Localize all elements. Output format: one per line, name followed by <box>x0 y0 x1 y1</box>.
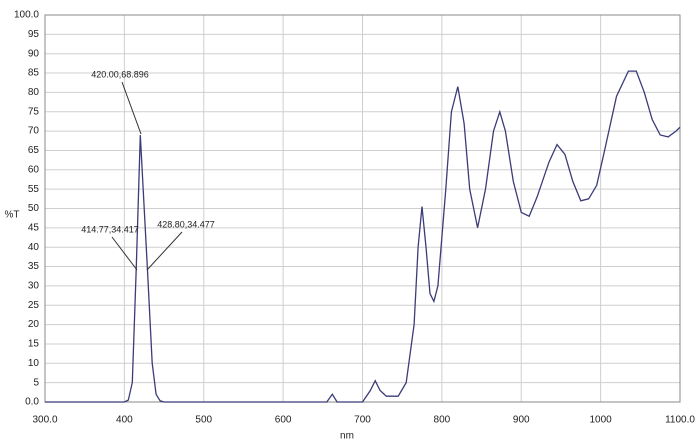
y-tick-label: 95 <box>28 29 40 40</box>
y-tick-label: 5 <box>33 377 39 388</box>
y-tick-label: 60 <box>28 164 40 175</box>
annotation: 414.77,34.417 <box>81 224 139 234</box>
y-tick-label: 65 <box>28 145 40 156</box>
annotation-leader <box>121 81 142 135</box>
y-tick-label: 20 <box>28 319 40 330</box>
y-tick-label: 55 <box>28 184 40 195</box>
annotation: 420.00,68.896 <box>91 69 149 79</box>
x-tick-label: 900 <box>513 415 530 426</box>
x-axis-label: nm <box>340 431 354 442</box>
y-tick-label: 50 <box>28 203 40 214</box>
spectrum-line <box>45 70 681 403</box>
y-tick-label: 10 <box>28 358 40 369</box>
y-tick-label: 75 <box>28 106 40 117</box>
y-axis-label: %T <box>5 210 20 221</box>
y-tick-label: 100.0 <box>14 10 39 21</box>
annotation-leader <box>146 231 183 271</box>
y-tick-label: 15 <box>28 339 40 350</box>
x-tick-label: 300.0 <box>32 415 57 426</box>
annotation-leader <box>111 236 138 271</box>
y-tick-label: 45 <box>28 222 40 233</box>
annotation: 428.80,34.477 <box>157 219 215 229</box>
x-tick-label: 1000 <box>590 415 613 426</box>
y-tick-label: 85 <box>28 68 40 79</box>
x-tick-label: 800 <box>434 415 451 426</box>
y-tick-label: 0.0 <box>25 397 39 408</box>
y-tick-label: 30 <box>28 281 40 292</box>
x-tick-label: 700 <box>354 415 371 426</box>
y-tick-label: 25 <box>28 300 40 311</box>
y-tick-label: 70 <box>28 126 40 137</box>
y-tick-label: 35 <box>28 261 40 272</box>
y-tick-label: 90 <box>28 48 40 59</box>
y-tick-label: 40 <box>28 242 40 253</box>
x-tick-label: 400 <box>116 415 133 426</box>
y-tick-label: 80 <box>28 87 40 98</box>
x-tick-label: 1100.0 <box>665 415 695 426</box>
x-tick-label: 600 <box>275 415 292 426</box>
x-tick-label: 500 <box>195 415 212 426</box>
